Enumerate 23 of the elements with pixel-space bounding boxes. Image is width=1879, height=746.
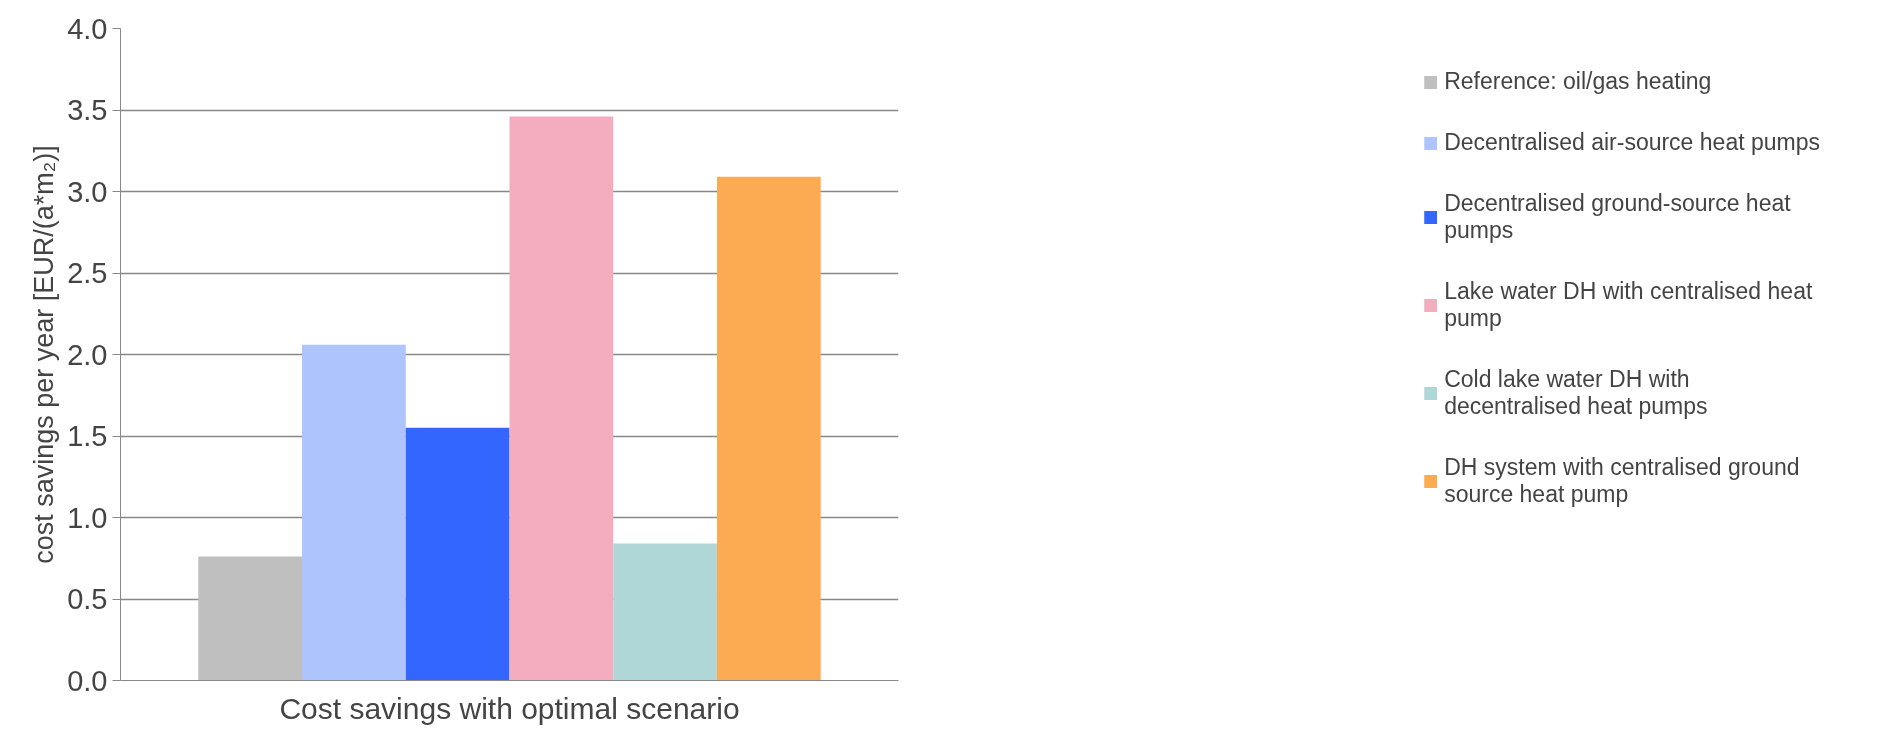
bar <box>509 116 614 681</box>
bar <box>716 176 821 681</box>
y-tick-label: 0.0 <box>67 664 108 697</box>
legend-label: Decentralised air-source heat pumps <box>1444 129 1820 156</box>
bar <box>302 344 406 681</box>
y-tick-label: 2.0 <box>67 338 108 371</box>
bar <box>405 427 510 681</box>
y-axis-title: cost savings per year [EUR/(a*m₂)] <box>29 145 60 564</box>
bar <box>613 543 717 681</box>
bar <box>198 556 303 681</box>
legend-label: Lake water DH with centralised heat pump <box>1444 278 1813 332</box>
y-tick-label: 1.0 <box>67 501 108 534</box>
y-tick-label: 3.5 <box>67 94 108 126</box>
y-tick-label: 1.5 <box>67 420 108 452</box>
y-tick-label: 0.5 <box>67 583 108 615</box>
legend-label: DH system with centralised ground source heat pump <box>1444 454 1800 508</box>
legend-label: Cold lake water DH with decentralised heat pumps <box>1444 366 1708 420</box>
y-tick-label: 2.5 <box>67 257 108 289</box>
y-tick-label: 3.0 <box>67 175 108 208</box>
legend-label: Decentralised ground-source heat pumps <box>1444 190 1791 244</box>
legend-label: Reference: oil/gas heating <box>1444 68 1712 95</box>
y-tick-label: 4.0 <box>67 12 108 45</box>
x-tick-label: Cost savings with optimal scenario <box>279 691 740 725</box>
